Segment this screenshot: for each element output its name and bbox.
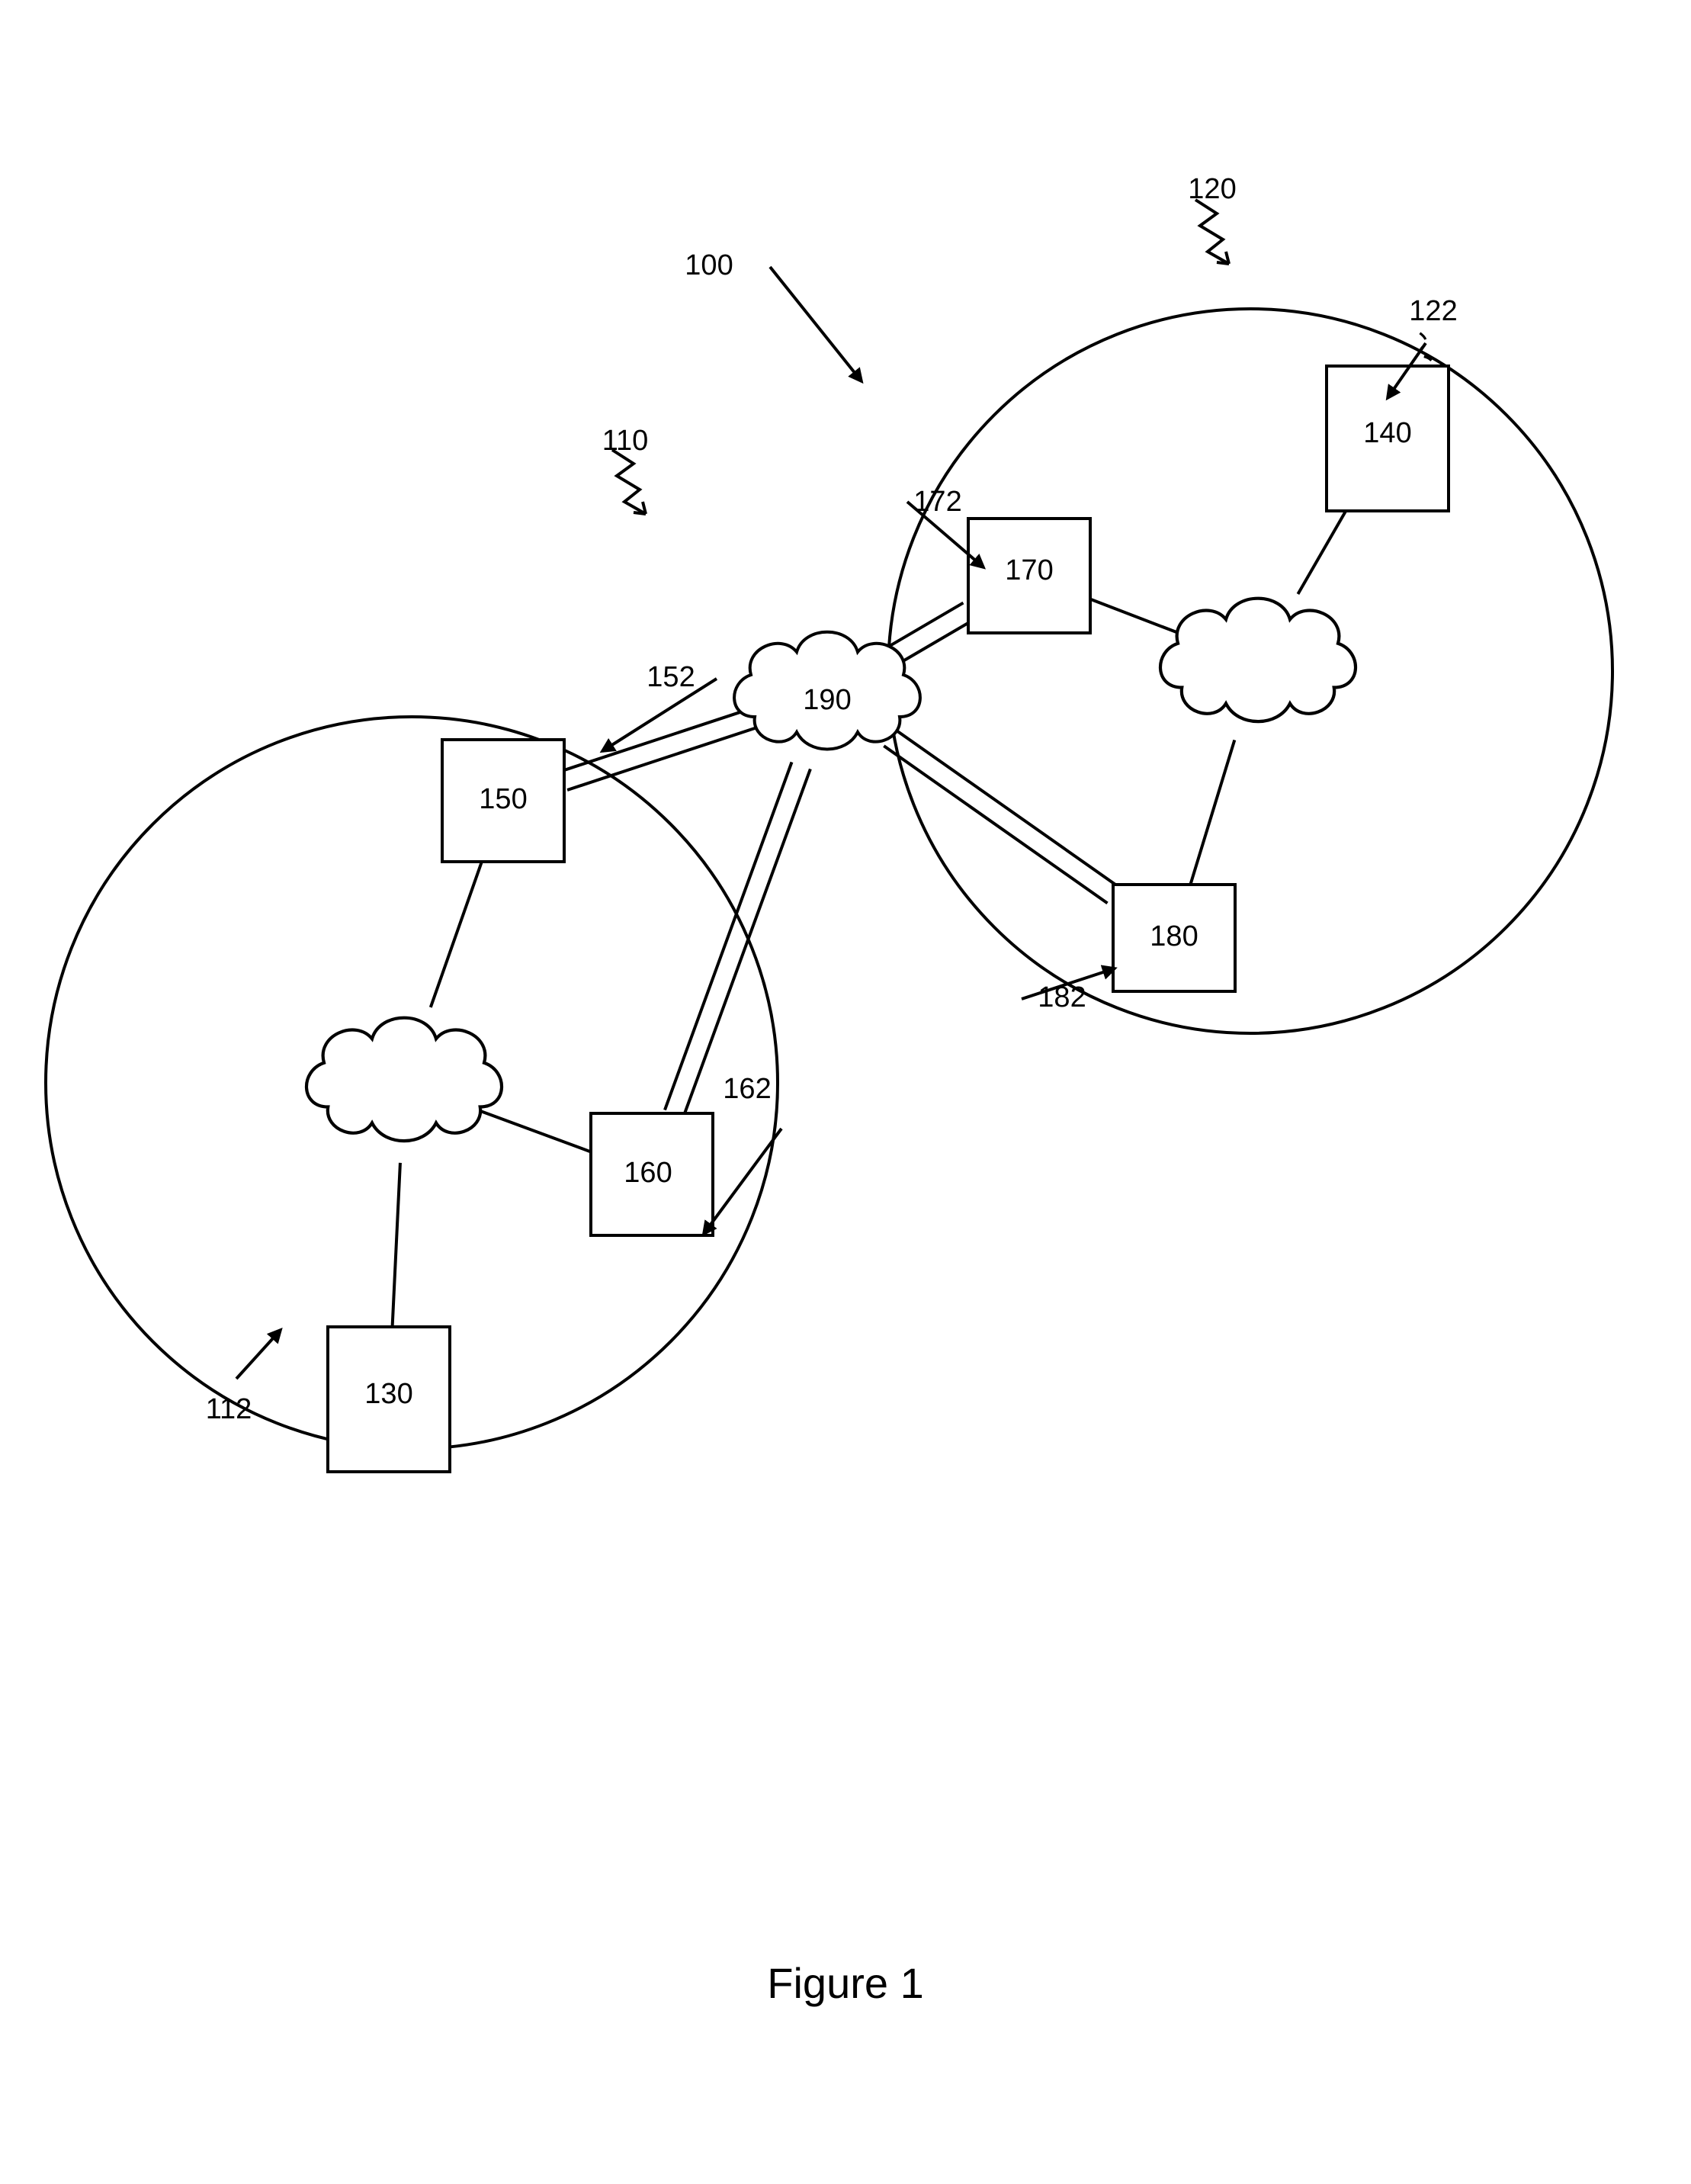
label-130: 130 xyxy=(364,1378,412,1410)
pointer-arrow-a162 xyxy=(704,1129,781,1234)
label-162: 162 xyxy=(723,1073,771,1105)
double-link xyxy=(898,620,974,664)
label-172: 172 xyxy=(913,486,961,518)
label-160: 160 xyxy=(624,1157,672,1189)
label-182: 182 xyxy=(1038,981,1086,1013)
edge xyxy=(431,862,482,1007)
label-120: 120 xyxy=(1188,173,1236,205)
double-link xyxy=(665,762,791,1110)
double-link xyxy=(888,603,964,647)
zigzag-z110 xyxy=(612,450,646,514)
label-170: 170 xyxy=(1005,554,1053,586)
double-link xyxy=(683,769,810,1116)
label-152: 152 xyxy=(647,661,695,693)
pointer-arrow-a112 xyxy=(236,1330,281,1379)
shapes-layer xyxy=(46,309,1612,1472)
double-link xyxy=(895,730,1118,887)
label-150: 150 xyxy=(479,783,527,815)
label-110: 110 xyxy=(602,425,649,457)
zigzag-z120 xyxy=(1195,200,1229,264)
label-112: 112 xyxy=(206,1393,252,1425)
edge xyxy=(1090,599,1183,635)
label-190: 190 xyxy=(803,684,851,716)
pointer-arrow-a100 xyxy=(770,267,862,381)
label-140: 140 xyxy=(1363,417,1411,449)
figure-caption: Figure 1 xyxy=(767,1959,923,2007)
edge xyxy=(1298,511,1346,594)
label-100: 100 xyxy=(685,249,733,281)
edge xyxy=(1190,740,1234,885)
double-link xyxy=(884,746,1107,903)
cloud-c_left xyxy=(306,1018,502,1141)
zigzag-z122 xyxy=(1420,333,1434,365)
edge xyxy=(393,1163,400,1327)
label-180: 180 xyxy=(1150,920,1198,952)
cloud-c_right xyxy=(1160,599,1356,721)
label-122: 122 xyxy=(1409,295,1457,327)
edge xyxy=(480,1110,591,1151)
